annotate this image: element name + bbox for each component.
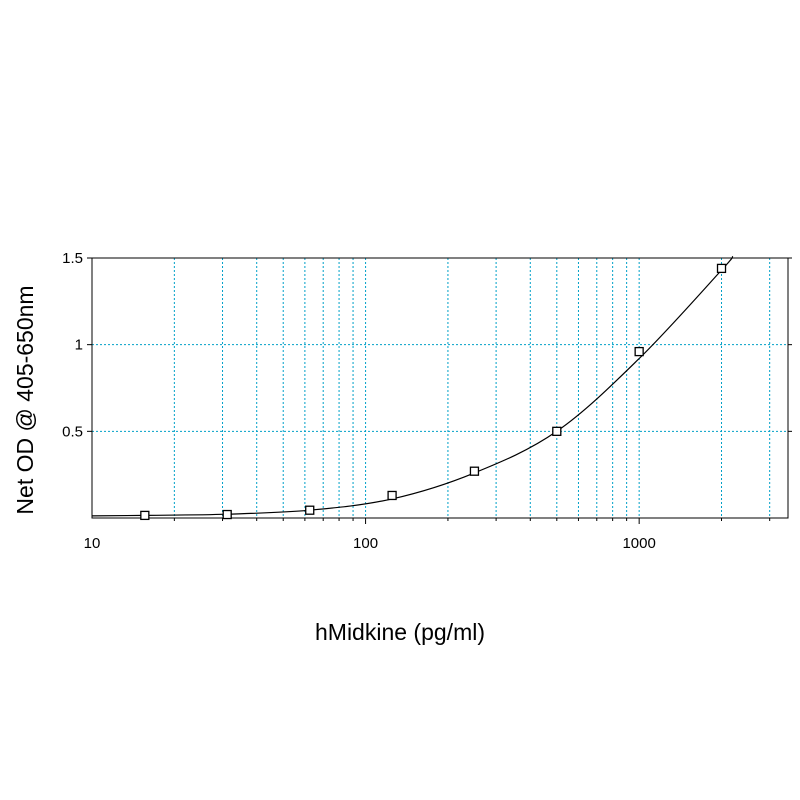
y-tick-label: 1.5 bbox=[62, 250, 83, 267]
x-tick-label: 100 bbox=[353, 535, 378, 552]
data-point bbox=[552, 426, 562, 436]
data-points bbox=[140, 263, 727, 521]
plot-area-border bbox=[91, 257, 789, 519]
grid-lines bbox=[92, 258, 788, 518]
data-point bbox=[140, 510, 150, 521]
data-point bbox=[305, 505, 315, 515]
data-point bbox=[222, 509, 232, 520]
data-point bbox=[716, 263, 727, 274]
tick-labels: 10 100 1000 0.5 1 1.5 bbox=[62, 250, 656, 552]
axis-ticks bbox=[87, 257, 792, 524]
y-tick-label: 1 bbox=[75, 337, 83, 354]
data-point bbox=[469, 466, 480, 476]
data-point bbox=[634, 346, 644, 357]
x-tick-label: 10 bbox=[84, 535, 101, 552]
x-axis-title: hMidkine (pg/ml) bbox=[315, 619, 485, 645]
y-axis-title: Net OD @ 405-650nm bbox=[12, 285, 38, 514]
x-tick-label: 1000 bbox=[622, 535, 655, 552]
fit-curve-line bbox=[91, 255, 734, 517]
y-tick-label: 0.5 bbox=[62, 423, 83, 440]
data-point bbox=[387, 490, 397, 501]
